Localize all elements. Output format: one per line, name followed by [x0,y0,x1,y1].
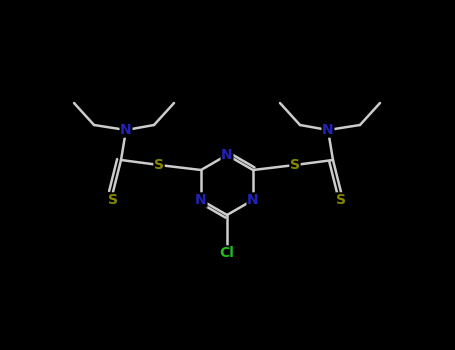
Text: N: N [247,193,259,207]
Text: S: S [154,158,164,172]
Text: S: S [290,158,300,172]
Text: N: N [322,123,334,137]
Text: N: N [195,193,207,207]
Text: N: N [221,148,233,162]
Text: N: N [120,123,132,137]
Text: Cl: Cl [220,246,234,260]
Text: S: S [336,193,346,207]
Text: S: S [108,193,118,207]
